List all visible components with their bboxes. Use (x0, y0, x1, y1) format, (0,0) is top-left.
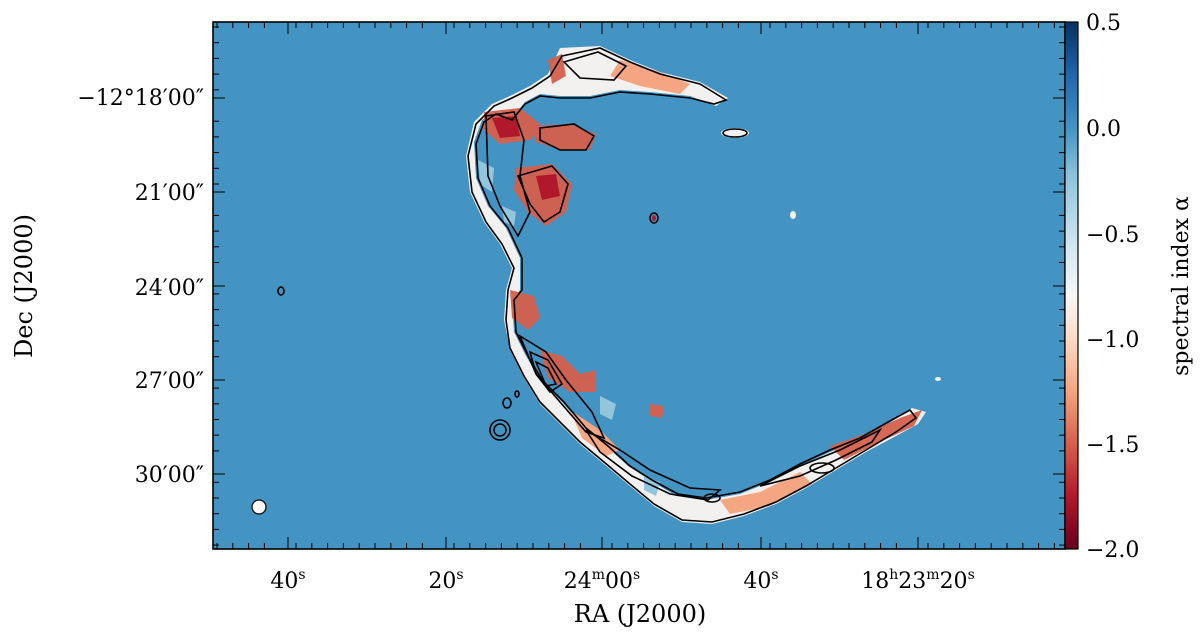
light-red-patch (610, 60, 690, 94)
contour-isolated (277, 286, 285, 296)
contour-outer (467, 47, 918, 523)
colorbar-tick-label: −1.5 (1086, 433, 1139, 458)
light-red-patch (720, 472, 812, 514)
axis-ticks (213, 21, 1078, 550)
isolated-patch (790, 211, 796, 219)
dark-red-patch (492, 116, 520, 138)
isolated-patch (935, 377, 941, 381)
contour-inner (539, 123, 596, 151)
isolated-red-spot (652, 215, 656, 221)
contour-inner (516, 165, 569, 224)
x-tick-label: 20s (428, 567, 463, 594)
red-patch (650, 404, 664, 418)
beam-ellipse (251, 499, 267, 515)
colorbar-label: spectral index α (1169, 196, 1194, 376)
contour-inner (585, 429, 723, 501)
contour-isolated (649, 212, 659, 224)
x-axis-label: RA (J2000) (574, 600, 706, 628)
contour-inner (759, 427, 883, 487)
blue-patch (478, 160, 494, 192)
contour-isolated (502, 397, 512, 409)
contour-inner (485, 111, 531, 238)
colorbar-tick-label: 0.5 (1086, 11, 1121, 36)
colorbar-tick-label: 0.0 (1086, 117, 1121, 142)
blue-patch (502, 206, 516, 226)
light-red-patch (570, 410, 620, 456)
x-tick-labels: 40s 20s 24m00s 40s 18h23m20s (270, 567, 974, 594)
contour-inner (562, 51, 628, 81)
red-patch (548, 54, 566, 84)
colorbar-tick-label: −2.0 (1086, 538, 1139, 563)
contour-inner (809, 462, 835, 474)
contour-inner (703, 493, 721, 503)
colorbar-tick-labels: 0.5 0.0 −0.5 −1.0 −1.5 −2.0 (1086, 11, 1139, 563)
contour-isolated (722, 128, 748, 138)
colorbar-tick-label: −0.5 (1086, 223, 1139, 248)
contour-isolated (493, 423, 507, 437)
contour-isolated (514, 390, 520, 398)
contour-inner (528, 350, 564, 394)
colorbar (1064, 21, 1079, 550)
x-tick-label: 40s (743, 567, 778, 594)
y-tick-label: 27′00″ (135, 369, 204, 394)
x-tick-label: 40s (270, 567, 305, 594)
y-tick-label: 30′00″ (135, 463, 204, 488)
y-tick-labels: −12°18′00″ 21′00″ 24′00″ 27′00″ 30′00″ (77, 86, 204, 488)
y-tick-label: −12°18′00″ (77, 86, 204, 111)
y-axis-label: Dec (J2000) (10, 214, 38, 358)
contour-inner (534, 360, 558, 387)
colorbar-tick-label: −1.0 (1086, 328, 1139, 353)
contour-isolated (489, 419, 511, 441)
dark-red-patch (536, 174, 560, 200)
x-tick-label: 24m00s (564, 567, 640, 594)
x-tick-label: 18h23m20s (861, 567, 975, 594)
y-tick-label: 21′00″ (135, 181, 204, 206)
red-patch (510, 290, 540, 330)
plot-background (213, 22, 1065, 549)
spectral-index-map (251, 46, 941, 524)
y-tick-label: 24′00″ (135, 276, 204, 301)
blue-patch (600, 396, 616, 420)
